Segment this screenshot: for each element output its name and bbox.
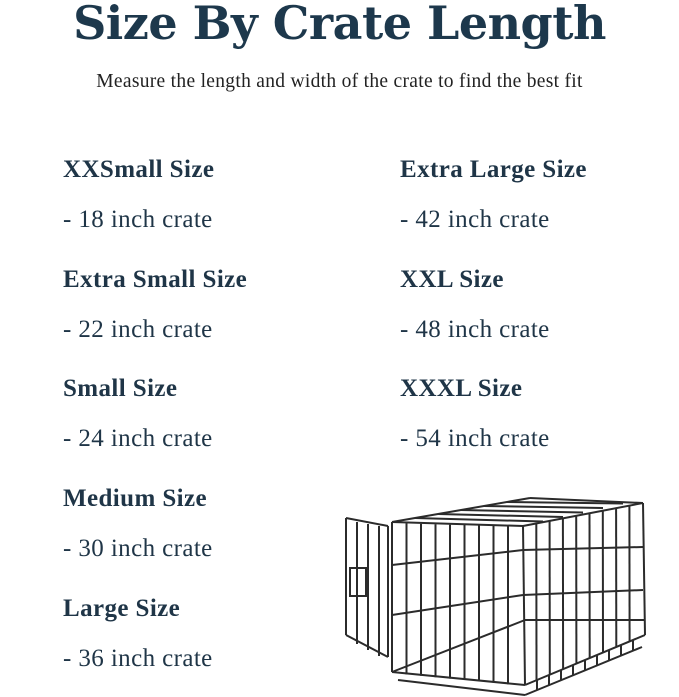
- crate-illustration-icon: [345, 497, 646, 696]
- crate-length: - 42 inch crate: [400, 206, 550, 233]
- size-label: Small Size: [63, 375, 178, 402]
- size-label: XXSmall Size: [63, 156, 215, 183]
- size-item-xxxl: XXXL Size - 54 inch crate: [400, 375, 550, 453]
- size-label: XXL Size: [400, 266, 504, 293]
- size-item-xxl: XXL Size - 48 inch crate: [400, 266, 550, 344]
- crate-length: - 22 inch crate: [63, 316, 213, 343]
- size-item-small: Small Size - 24 inch crate: [63, 375, 213, 453]
- crate-length: - 24 inch crate: [63, 425, 213, 452]
- size-item-extra-large: Extra Large Size - 42 inch crate: [400, 156, 587, 234]
- size-item-extra-small: Extra Small Size - 22 inch crate: [63, 266, 247, 344]
- subtitle: Measure the length and width of the crat…: [96, 71, 583, 92]
- size-item-large: Large Size - 36 inch crate: [63, 595, 213, 673]
- size-item-xxsmall: XXSmall Size - 18 inch crate: [63, 156, 214, 234]
- size-label: Extra Small Size: [63, 266, 248, 293]
- crate-length: - 36 inch crate: [63, 645, 213, 672]
- size-label: XXXL Size: [400, 375, 523, 402]
- crate-length: - 18 inch crate: [63, 206, 213, 233]
- crate-length: - 30 inch crate: [63, 535, 213, 562]
- crate-length: - 54 inch crate: [400, 425, 550, 452]
- size-item-medium: Medium Size - 30 inch crate: [63, 485, 213, 563]
- page-title: Size By Crate Length: [73, 0, 606, 50]
- size-label: Extra Large Size: [400, 156, 587, 183]
- crate-length: - 48 inch crate: [400, 316, 550, 343]
- size-label: Large Size: [63, 595, 181, 622]
- size-label: Medium Size: [63, 485, 207, 512]
